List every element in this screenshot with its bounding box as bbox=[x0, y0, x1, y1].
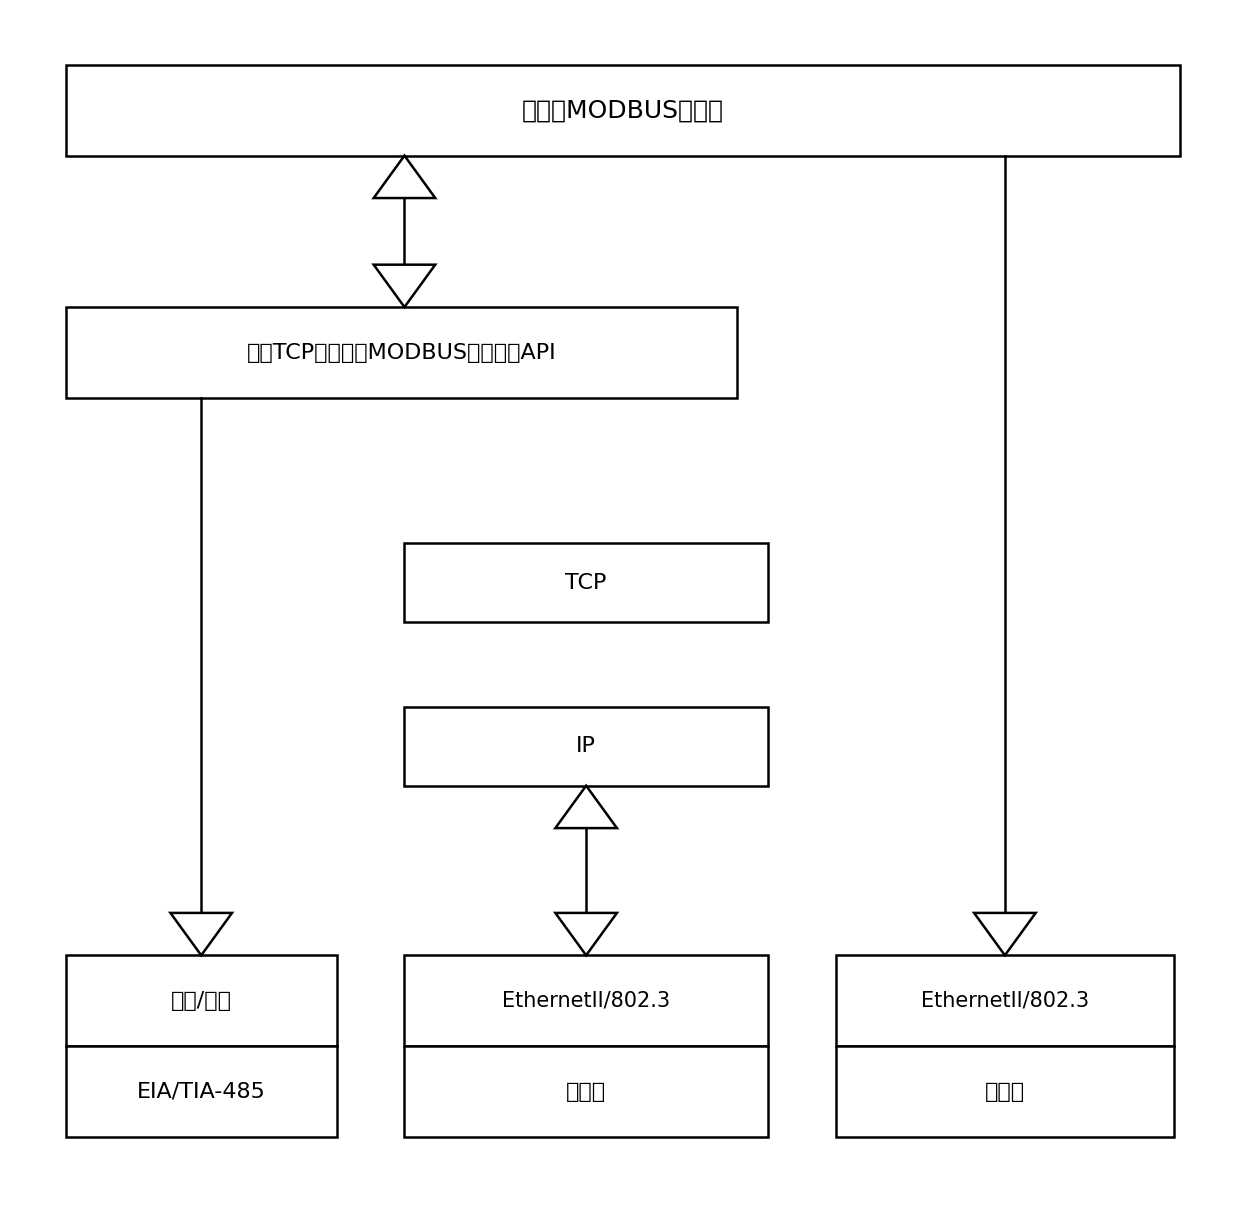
Bar bbox=[404, 706, 768, 786]
Bar bbox=[836, 955, 1174, 1047]
Text: EIA/TIA-485: EIA/TIA-485 bbox=[136, 1082, 265, 1102]
Bar bbox=[66, 307, 737, 398]
Polygon shape bbox=[170, 913, 232, 955]
Polygon shape bbox=[975, 913, 1035, 955]
Text: 基于TCP的增强型MODBUS上行协议API: 基于TCP的增强型MODBUS上行协议API bbox=[247, 343, 557, 362]
Bar bbox=[66, 65, 1180, 156]
Text: EthernetII/802.3: EthernetII/802.3 bbox=[502, 991, 670, 1010]
Polygon shape bbox=[373, 156, 435, 198]
Bar bbox=[404, 1047, 768, 1137]
Text: TCP: TCP bbox=[565, 572, 606, 593]
Bar bbox=[404, 955, 768, 1047]
Bar bbox=[66, 1047, 337, 1137]
Text: 物理层: 物理层 bbox=[567, 1082, 606, 1102]
Polygon shape bbox=[556, 786, 618, 828]
Bar bbox=[66, 955, 337, 1047]
Text: IP: IP bbox=[577, 737, 596, 756]
Polygon shape bbox=[556, 913, 618, 955]
Text: 主站/从站: 主站/从站 bbox=[171, 991, 232, 1010]
Text: EthernetII/802.3: EthernetII/802.3 bbox=[921, 991, 1089, 1010]
Text: 物理层: 物理层 bbox=[985, 1082, 1025, 1102]
Polygon shape bbox=[373, 265, 435, 307]
Bar bbox=[404, 543, 768, 622]
Bar bbox=[836, 1047, 1174, 1137]
Text: 增强型MODBUS应用层: 增强型MODBUS应用层 bbox=[522, 98, 724, 122]
